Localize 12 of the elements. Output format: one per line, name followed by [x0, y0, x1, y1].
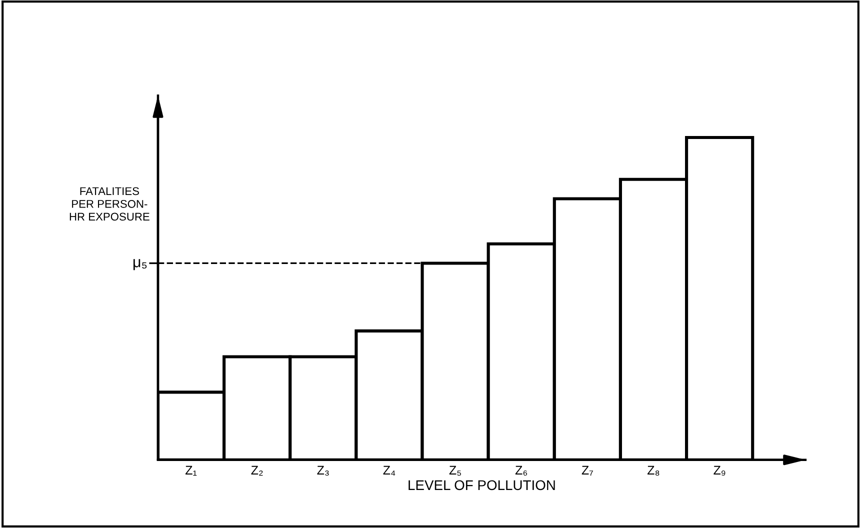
x-tick-label: Z₃: [317, 466, 329, 476]
x-tick-label: Z₇: [582, 466, 593, 476]
x-tick-label: Z₅: [449, 466, 461, 476]
x-tick-label: Z₁: [186, 466, 197, 476]
x-tick-label: Z₄: [383, 466, 396, 476]
x-tick-label: Z₂: [251, 466, 263, 476]
ref-line-label: μ₅: [133, 259, 147, 270]
x-tick-label: Z₉: [714, 466, 726, 476]
x-axis-title: LEVEL OF POLLUTION: [408, 480, 555, 490]
y-axis-title: FATALITIES PER PERSON- HR EXPOSURE: [70, 187, 150, 221]
x-tick-label: Z₈: [647, 466, 660, 476]
x-tick-label: Z₆: [515, 466, 528, 476]
